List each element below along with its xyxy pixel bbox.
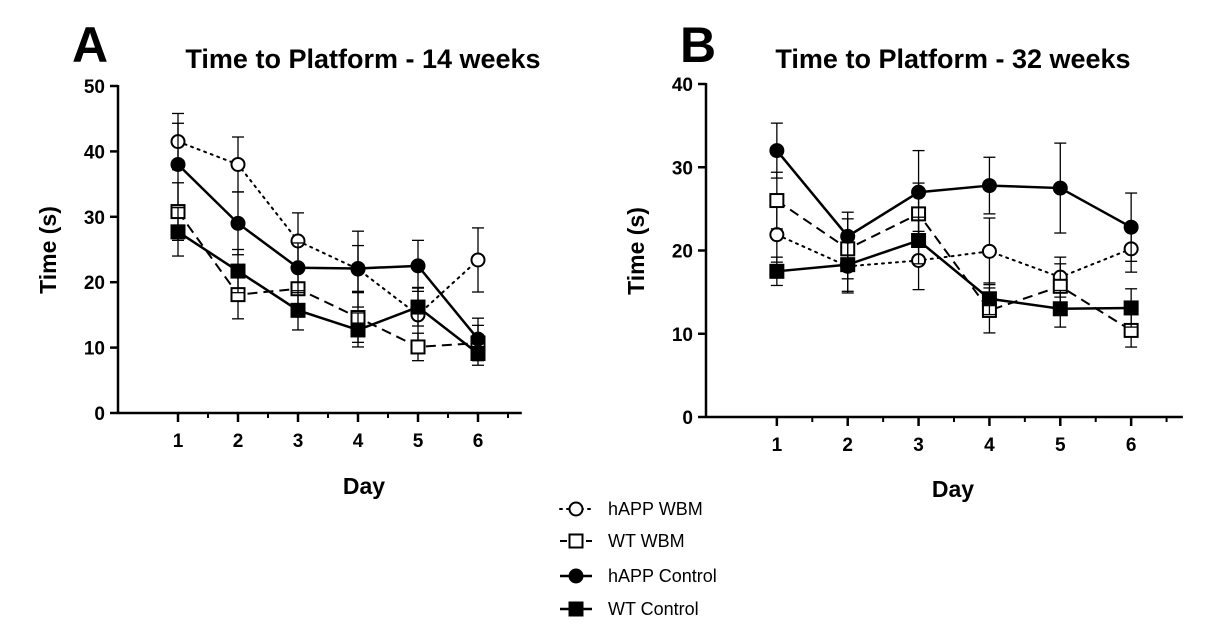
plot-area-b: 0 10 20 30 40 1 2 3 4 5 6 (672, 75, 1183, 456)
y-axis-label-b: Time (s) (623, 207, 649, 295)
data-point (290, 302, 306, 318)
legend-marker (568, 501, 584, 517)
data-point (769, 143, 785, 159)
data-point (981, 291, 997, 307)
x-tick-label: 3 (293, 431, 304, 452)
x-tick-label: 5 (413, 431, 424, 452)
data-point (981, 243, 997, 259)
data-point (769, 263, 785, 279)
series-line (177, 210, 479, 348)
series-line (177, 163, 479, 340)
series-line (177, 230, 479, 355)
legend: hAPP WBM WT WBM hAPP Control WT Control (559, 499, 717, 619)
x-axis-label-a: Day (343, 473, 385, 499)
legend-label: WT Control (608, 599, 699, 619)
data-point (911, 233, 927, 249)
y-tick-label: 40 (84, 142, 105, 163)
plot-area-a: 0 10 20 30 40 50 1 2 3 4 5 6 (84, 77, 522, 452)
series-happ-wbm (170, 112, 486, 344)
data-point (230, 215, 246, 231)
legend-label: hAPP WBM (608, 499, 703, 519)
x-tick-label: 2 (842, 435, 853, 456)
series-wt-control (170, 206, 486, 366)
y-tick-label: 0 (94, 404, 105, 425)
y-tick-label: 10 (84, 339, 105, 360)
data-point (1123, 300, 1139, 316)
panel-letter-b: B (680, 17, 716, 73)
data-point (290, 260, 306, 276)
x-tick-label: 4 (353, 431, 364, 452)
series-wt-control (769, 216, 1139, 328)
chart-title-a: Time to Platform - 14 weeks (185, 44, 540, 74)
x-axis-label-b: Day (932, 476, 974, 502)
data-point (769, 193, 785, 209)
legend-item: WT Control (560, 599, 699, 619)
data-point (769, 227, 785, 243)
y-tick-label: 30 (672, 158, 693, 179)
data-point (470, 252, 486, 268)
data-point (350, 322, 366, 338)
legend-item: hAPP WBM (559, 499, 703, 519)
x-tick-label: 2 (233, 431, 244, 452)
series-line (775, 233, 1133, 279)
series-wt-wbm (170, 182, 486, 362)
y-tick-label: 10 (672, 325, 693, 346)
legend-item: WT WBM (560, 531, 685, 551)
y-tick-label: 0 (682, 408, 693, 429)
y-tick-label: 20 (84, 273, 105, 294)
series-line (776, 239, 1132, 311)
x-tick-label: 1 (772, 435, 783, 456)
data-point (1052, 180, 1068, 196)
series-wt-wbm (769, 171, 1139, 348)
data-point (170, 156, 186, 172)
series-happ-wbm (769, 206, 1139, 298)
data-point (1052, 301, 1068, 317)
series-happ-control (769, 122, 1139, 262)
data-point (470, 345, 486, 361)
legend-item: hAPP Control (560, 566, 717, 586)
data-point (230, 156, 246, 172)
data-point (840, 257, 856, 273)
legend-marker (568, 601, 584, 617)
series-happ-control (170, 122, 486, 361)
x-tick-label: 5 (1055, 435, 1066, 456)
y-tick-label: 50 (84, 77, 105, 98)
legend-marker (568, 568, 584, 584)
data-point (230, 263, 246, 279)
data-point (410, 299, 426, 315)
data-point (911, 184, 927, 200)
chart-title-b: Time to Platform - 32 weeks (775, 44, 1130, 74)
x-tick-label: 4 (984, 435, 995, 456)
y-tick-label: 20 (672, 242, 693, 263)
series-line (776, 199, 1132, 332)
series-line (177, 140, 479, 317)
data-point (1123, 219, 1139, 235)
legend-marker (568, 533, 584, 549)
data-point (170, 224, 186, 240)
y-axis-label-a: Time (s) (35, 206, 61, 294)
legend-label: WT WBM (608, 531, 685, 551)
y-tick-label: 30 (84, 208, 105, 229)
series-line (775, 149, 1132, 238)
y-tick-label: 40 (672, 75, 693, 96)
x-tick-label: 6 (473, 431, 484, 452)
legend-label: hAPP Control (608, 566, 717, 586)
data-point (410, 339, 426, 355)
x-tick-label: 6 (1126, 435, 1137, 456)
data-point (981, 178, 997, 194)
data-point (350, 260, 366, 276)
x-tick-label: 1 (173, 431, 184, 452)
panel-letter-a: A (72, 17, 108, 73)
data-point (410, 258, 426, 274)
x-tick-label: 3 (913, 435, 924, 456)
